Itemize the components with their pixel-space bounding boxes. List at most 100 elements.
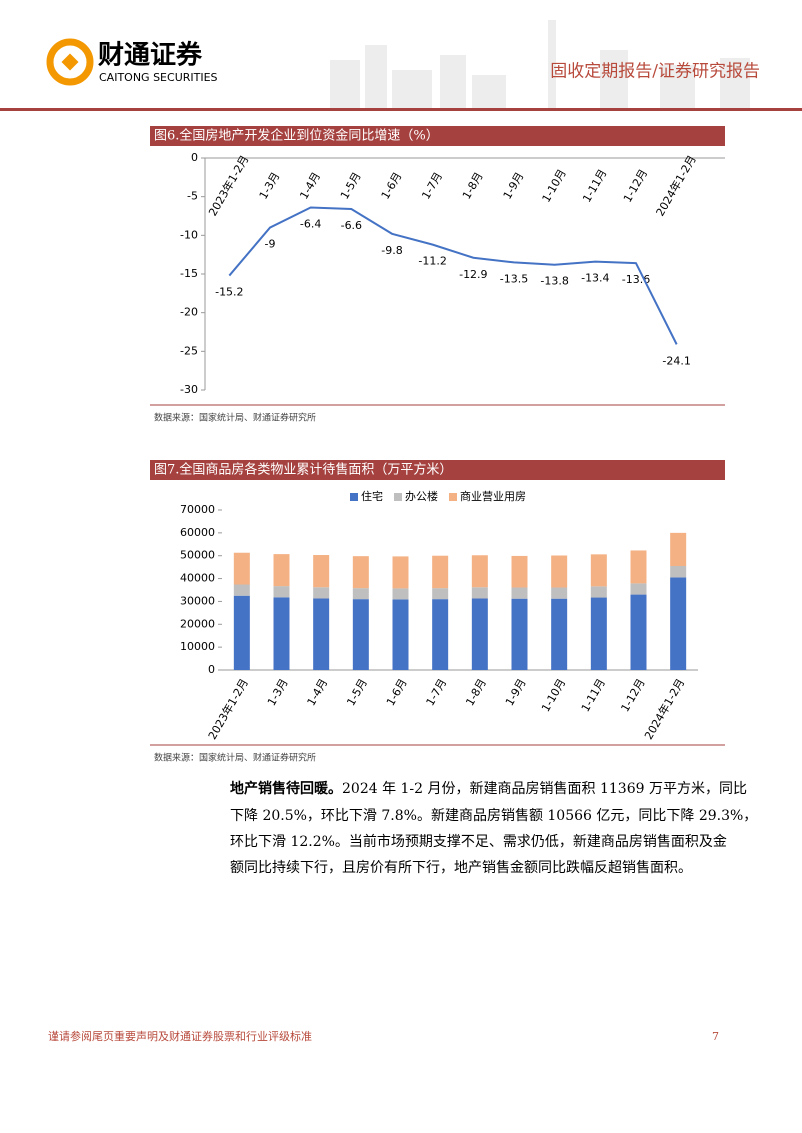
bar [313, 587, 330, 599]
bar [471, 598, 488, 670]
x-tick-label: 1-11月 [579, 677, 608, 715]
bar [551, 598, 568, 670]
x-tick-label: 1-4月 [297, 170, 323, 202]
legend-label: 住宅 [361, 489, 383, 503]
report-type: 固收定期报告/证券研究报告 [550, 62, 760, 82]
bar [630, 583, 647, 595]
brand: 财通证券 [98, 41, 203, 71]
bar [670, 566, 687, 578]
data-label: -6.4 [300, 217, 321, 230]
legend-swatch [449, 493, 457, 501]
x-tick-label: 1-9月 [503, 677, 529, 709]
bar [590, 586, 607, 598]
bar [313, 555, 330, 588]
y-tick-label: -25 [180, 344, 198, 357]
bar [273, 554, 290, 587]
data-label: -9.8 [381, 244, 402, 257]
bar [432, 599, 449, 670]
bar [590, 597, 607, 670]
y-tick-label: -10 [180, 228, 198, 241]
x-tick-label: 1-10月 [540, 167, 569, 205]
x-tick-label: 1-6月 [379, 170, 405, 202]
bar [551, 555, 568, 588]
lead: 地产销售待回暖。 [230, 780, 342, 797]
figure-title-bar [150, 460, 725, 480]
data-label: -11.2 [418, 255, 446, 268]
x-tick-label: 1-5月 [344, 677, 370, 709]
x-tick-label: 1-8月 [460, 170, 486, 202]
paragraph-line: 地产销售待回暖。2024 年 1-2 月份，新建商品房销售面积 11369 万平… [230, 780, 747, 797]
text: 2024 年 1-2 月份，新建商品房销售面积 11369 万平方米，同比 [342, 781, 747, 797]
bar [551, 587, 568, 599]
y-tick-label: -30 [180, 383, 198, 396]
y-tick-label: 10000 [180, 640, 215, 653]
bar [233, 595, 250, 670]
bar [432, 555, 449, 589]
legend-swatch [350, 493, 358, 501]
source: 数据来源：国家统计局、财通证券研究所 [154, 752, 316, 764]
bar [511, 587, 528, 599]
x-tick-label: 2024年1-2月 [653, 153, 699, 219]
x-tick-label: 1-12月 [621, 167, 650, 205]
x-tick-label: 1-9月 [501, 170, 527, 202]
y-tick-label: 30000 [180, 594, 215, 607]
x-tick-label: 1-3月 [257, 170, 283, 202]
header-rule [0, 108, 802, 111]
x-tick-label: 1-10月 [539, 677, 568, 715]
bar [233, 584, 250, 596]
figure-title: 图7.全国商品房各类物业累计待售面积（万平方米） [154, 462, 452, 478]
bar [630, 550, 647, 584]
y-tick-label: 40000 [180, 572, 215, 585]
brand-en: CAITONG SECURITIES [99, 71, 218, 84]
figure-title: 图6.全国房地产开发企业到位资金同比增速（%） [154, 128, 439, 144]
x-tick-label: 1-11月 [580, 167, 609, 205]
bar [313, 598, 330, 670]
bar [471, 587, 488, 599]
y-tick-label: 0 [208, 663, 215, 676]
data-label: -9 [265, 238, 276, 251]
bar [471, 555, 488, 588]
x-tick-label: 1-5月 [338, 170, 364, 202]
y-tick-label: 60000 [180, 526, 215, 539]
legend-label: 办公楼 [405, 489, 438, 503]
data-label: -13.4 [581, 272, 609, 285]
page-number: 7 [712, 1030, 719, 1043]
bar [392, 556, 409, 589]
data-label: -24.1 [662, 354, 690, 367]
x-tick-label: 2023年1-2月 [205, 676, 251, 742]
y-tick-label: 0 [191, 151, 198, 164]
source: 数据来源：国家统计局、财通证券研究所 [154, 412, 316, 424]
bar [670, 577, 687, 670]
x-tick-label: 2024年1-2月 [641, 676, 687, 742]
y-tick-label: 50000 [180, 549, 215, 562]
y-tick-label: -20 [180, 306, 198, 319]
y-tick-label: 20000 [180, 617, 215, 630]
skyline [330, 20, 750, 110]
logo [46, 38, 94, 86]
y-tick-label: -15 [180, 267, 198, 280]
x-tick-label: 1-3月 [265, 677, 291, 709]
bar [273, 586, 290, 598]
paragraph-line: 额同比持续下行，且房价有所下行，地产销售金额同比跌幅反超销售面积。 [230, 859, 692, 876]
paragraph-line: 下降 20.5%，环比下滑 7.8%。新建商品房销售额 10566 亿元，同比下… [230, 807, 757, 824]
figure-title-bar [150, 126, 725, 146]
data-label: -6.6 [341, 219, 362, 232]
paragraph-line: 环比下滑 12.2%。当前市场预期支撑不足、需求仍低，新建商品房销售面积及金 [230, 833, 727, 850]
bar [511, 598, 528, 670]
data-label: -13.5 [500, 272, 528, 285]
legend-label: 商业营业用房 [460, 489, 526, 503]
x-tick-label: 1-8月 [463, 677, 489, 709]
y-tick-label: -5 [187, 190, 198, 203]
legend-swatch [394, 493, 402, 501]
disclaimer: 谨请参阅尾页重要声明及财通证券股票和行业评级标准 [48, 1029, 312, 1043]
bar [590, 554, 607, 587]
bar [392, 588, 409, 600]
x-tick-label: 1-4月 [305, 677, 331, 709]
line [228, 206, 678, 345]
bar [352, 556, 369, 589]
x-tick-label: 1-12月 [618, 677, 647, 715]
x-tick-label: 1-6月 [384, 677, 410, 709]
data-label: -13.8 [540, 275, 568, 288]
bar [432, 588, 449, 600]
